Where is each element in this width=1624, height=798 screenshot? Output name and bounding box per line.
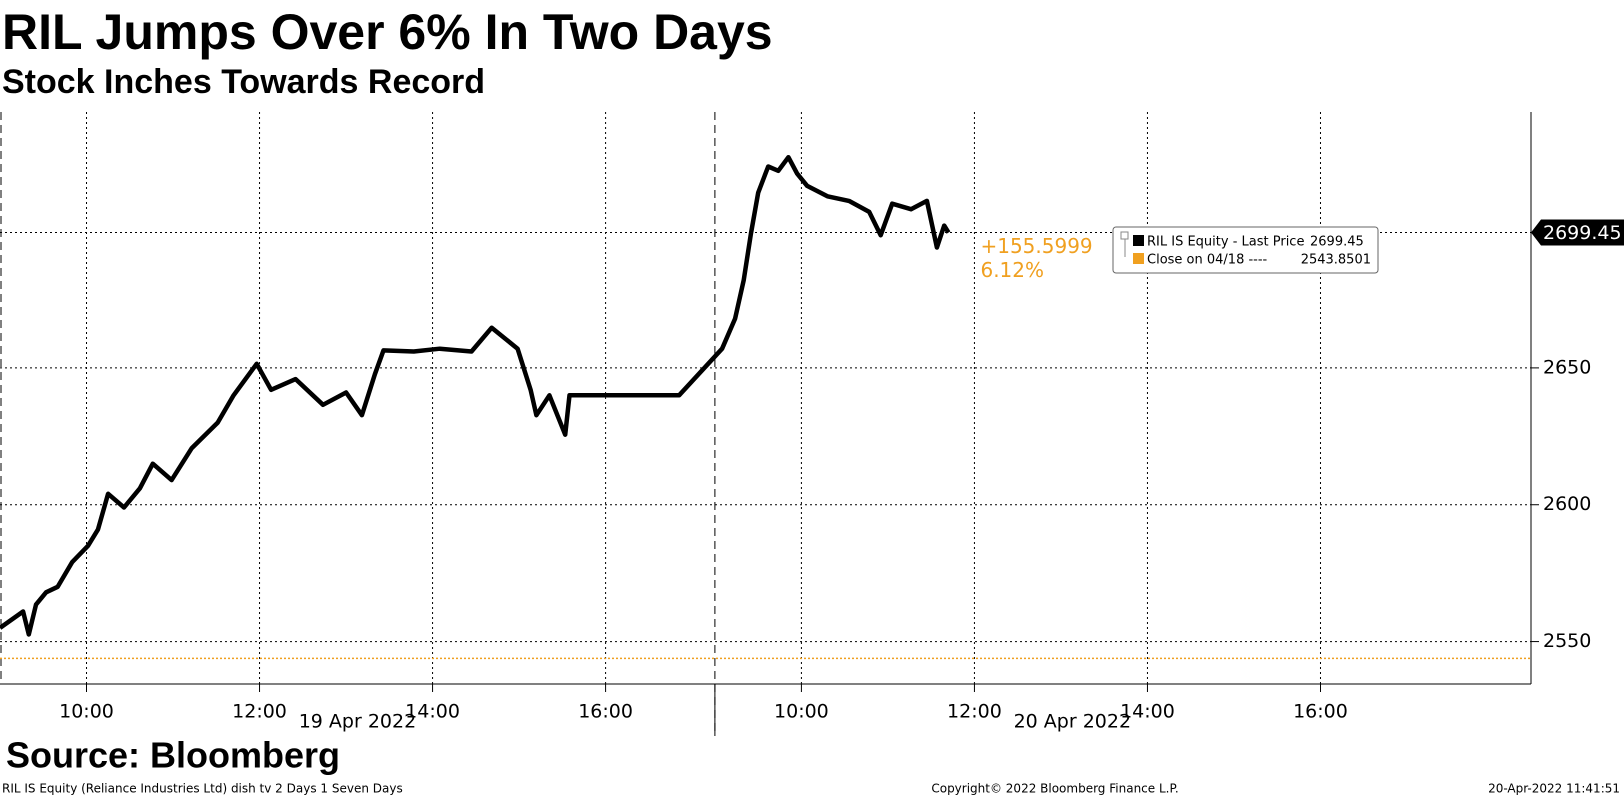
footer: 20-Apr-2022 11:41:51	[1488, 782, 1620, 796]
change-pct-label: 6.12%	[980, 258, 1044, 282]
y-tick-label: 2600	[1543, 493, 1591, 515]
legend-label: RIL IS Equity - Last Price	[1147, 235, 1304, 250]
y-tick-label: 2550	[1543, 630, 1591, 652]
x-tick-label: 12:00	[232, 701, 287, 723]
source: Source: Bloomberg	[6, 735, 340, 776]
x-tick-label: 12:00	[947, 701, 1002, 723]
x-tick-label: 16:00	[1293, 701, 1348, 723]
x-group-label: 20 Apr 2022	[1014, 711, 1131, 733]
y-tick-label: 2650	[1543, 356, 1591, 378]
chart-subtitle: Stock Inches Towards Record	[2, 63, 485, 101]
change-label: +155.5999	[980, 234, 1092, 258]
x-tick-label: 10:00	[59, 701, 114, 723]
legend-swatch	[1133, 253, 1144, 264]
footer: Copyright© 2022 Bloomberg Finance L.P.	[931, 782, 1178, 796]
last-price-label: 2699.45	[1543, 222, 1622, 244]
legend-collapse	[1120, 231, 1129, 240]
legend-swatch	[1133, 235, 1144, 246]
chart-title: RIL Jumps Over 6% In Two Days	[2, 4, 773, 60]
x-group-label: 19 Apr 2022	[299, 711, 416, 733]
last-price-tag	[1531, 219, 1624, 246]
price-line	[0, 154, 951, 637]
legend-value: 2699.45	[1310, 235, 1364, 250]
legend-box	[1112, 226, 1379, 274]
footer: RIL IS Equity (Reliance Industries Ltd) …	[2, 782, 403, 796]
x-tick-label: 14:00	[1120, 701, 1175, 723]
x-tick-label: 16:00	[578, 701, 633, 723]
x-tick-label: 14:00	[405, 701, 460, 723]
legend-label: Close on 04/18 ----	[1147, 253, 1268, 268]
legend-value: 2543.8501	[1301, 253, 1371, 268]
x-tick-label: 10:00	[774, 701, 829, 723]
